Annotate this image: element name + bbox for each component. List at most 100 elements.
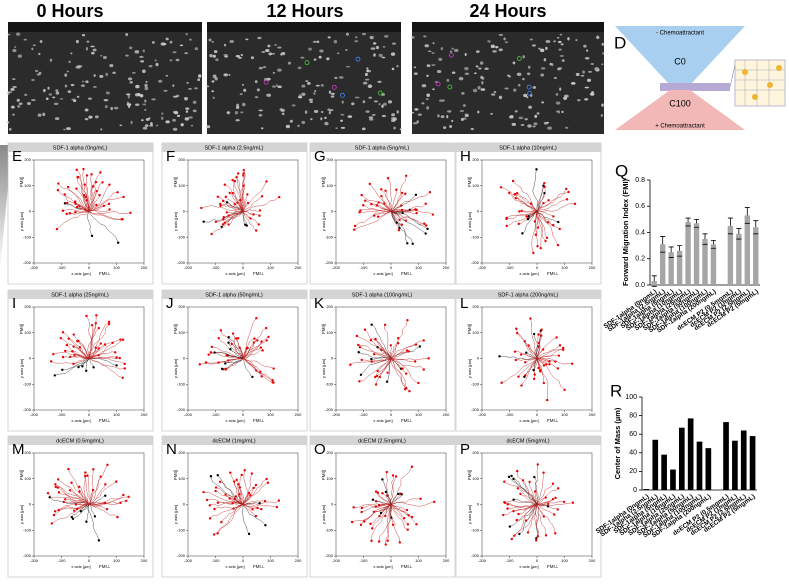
cell	[12, 113, 15, 116]
y-tick-label: -100	[177, 234, 186, 239]
cell-track	[88, 351, 116, 359]
cell-track	[69, 211, 89, 215]
cell-track	[514, 194, 538, 212]
cell	[17, 104, 21, 108]
panel-label: D	[614, 33, 626, 52]
cell-track	[536, 199, 568, 212]
cell-track	[390, 358, 403, 369]
cell	[559, 33, 563, 36]
cell	[240, 111, 244, 114]
track-end	[506, 507, 509, 510]
track-end	[372, 353, 376, 356]
cell-track	[232, 180, 244, 212]
cell	[185, 32, 188, 36]
x-tick-label: -100	[211, 558, 220, 563]
track-end	[272, 367, 275, 370]
cell-track	[536, 186, 546, 212]
cell	[223, 73, 229, 77]
cell	[172, 127, 178, 131]
track-end	[240, 473, 243, 477]
cell-track	[242, 482, 269, 505]
cell	[504, 41, 509, 44]
track-end	[370, 357, 373, 361]
track-end	[227, 336, 230, 339]
error-bar	[668, 246, 674, 258]
cell	[557, 110, 560, 114]
cell	[340, 126, 346, 129]
cell	[508, 75, 512, 78]
plot-title-bar	[456, 436, 601, 445]
track-end	[371, 527, 374, 530]
cell-track	[57, 189, 90, 212]
y-tick-label: 0.8	[635, 177, 645, 184]
cell	[514, 110, 518, 113]
cell	[128, 104, 131, 109]
cell	[513, 88, 517, 92]
track-end	[419, 497, 422, 501]
cell-track	[390, 209, 403, 212]
cell	[145, 80, 148, 83]
panel-label: I	[12, 295, 16, 312]
cell-track	[514, 504, 538, 536]
cell-track	[88, 315, 97, 359]
track-end	[92, 468, 95, 471]
cell-track	[377, 492, 392, 505]
cell-track	[536, 185, 544, 212]
cell-track	[375, 339, 392, 359]
track-end	[358, 211, 361, 214]
cell-track	[88, 211, 122, 220]
cell	[517, 83, 521, 87]
track-end	[68, 489, 72, 492]
x-axis-label: x axis [µm]	[373, 271, 392, 276]
track-end	[83, 183, 86, 186]
track-end	[202, 490, 205, 494]
cell	[511, 122, 517, 126]
cell-track	[378, 211, 392, 218]
bar	[668, 252, 674, 285]
track-end	[65, 343, 69, 347]
cell	[158, 79, 163, 83]
cell-track	[242, 347, 248, 359]
error-bar	[685, 217, 691, 227]
track-end	[502, 513, 505, 517]
track-end	[519, 353, 523, 356]
track-end	[85, 314, 88, 318]
track-end	[551, 482, 555, 485]
cell-track	[215, 211, 244, 223]
cell	[260, 127, 264, 130]
cell	[45, 97, 49, 101]
track-end	[210, 345, 214, 349]
cell	[588, 70, 592, 73]
x-tick-label: 100	[267, 265, 274, 270]
x-tick-label: -100	[57, 558, 66, 563]
panel-label: P	[460, 441, 470, 458]
cell	[144, 83, 148, 88]
track-end	[219, 204, 222, 208]
cell-track	[64, 194, 90, 212]
track-end	[71, 350, 74, 353]
cell	[47, 86, 50, 90]
track-end	[63, 202, 67, 205]
cell-track	[536, 488, 559, 505]
y-tick-label: -100	[177, 381, 186, 386]
cell-track	[232, 181, 244, 212]
track-end	[556, 243, 560, 247]
cell	[88, 115, 93, 119]
track-end	[104, 494, 107, 497]
track-end	[275, 505, 279, 509]
cell-track	[88, 481, 117, 505]
y-tick-label: -200	[23, 553, 32, 558]
cell-track	[213, 504, 244, 535]
cell	[8, 127, 12, 131]
cell	[212, 74, 217, 77]
track-end	[245, 346, 249, 350]
cell-track	[77, 504, 90, 510]
track-end	[385, 470, 388, 474]
y-tick-label: 0.2	[635, 256, 645, 263]
cell	[545, 39, 551, 43]
track-end	[411, 242, 414, 246]
cell	[371, 113, 376, 116]
x-tick-label: -200	[184, 412, 193, 417]
track-end	[533, 490, 537, 493]
track-end	[125, 499, 128, 503]
